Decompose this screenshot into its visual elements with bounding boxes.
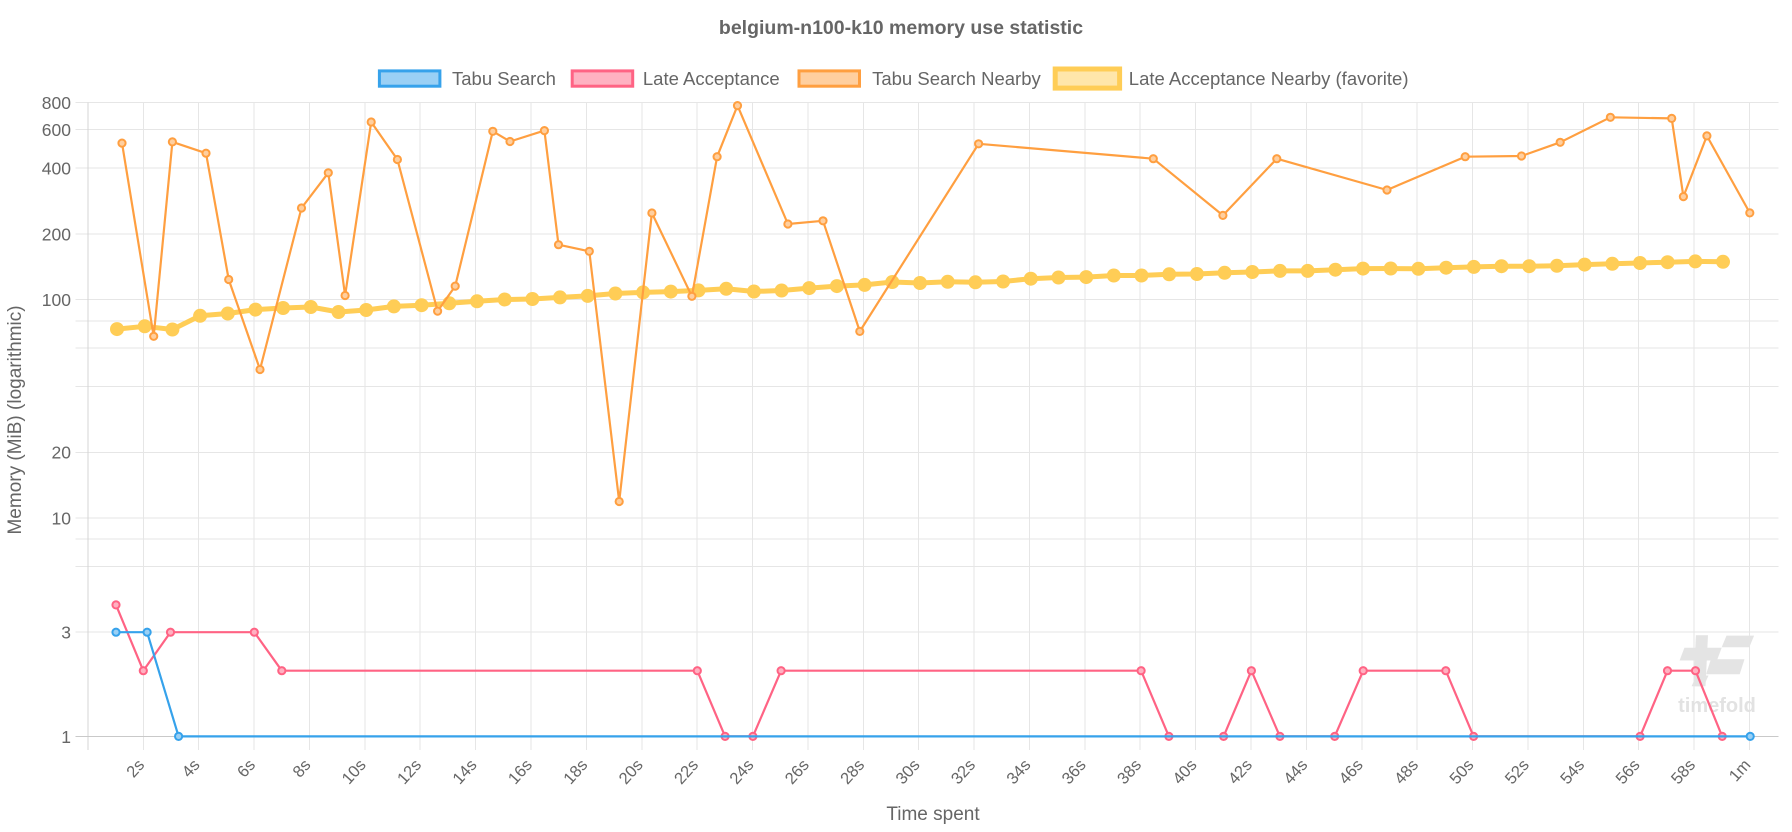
svg-text:32s: 32s [948, 756, 979, 788]
svg-text:10: 10 [52, 508, 72, 528]
svg-text:30s: 30s [892, 756, 923, 788]
svg-text:belgium-n100-k10 memory use st: belgium-n100-k10 memory use statistic [719, 17, 1083, 39]
svg-text:10s: 10s [339, 756, 370, 788]
svg-text:14s: 14s [449, 756, 480, 788]
svg-text:28s: 28s [837, 756, 868, 788]
svg-text:200: 200 [42, 224, 71, 244]
svg-text:4s: 4s [179, 756, 204, 781]
svg-text:18s: 18s [560, 756, 591, 788]
svg-text:2s: 2s [123, 756, 148, 781]
svg-text:48s: 48s [1391, 756, 1422, 788]
svg-text:44s: 44s [1280, 756, 1311, 788]
svg-text:24s: 24s [726, 756, 757, 788]
svg-text:1: 1 [61, 727, 71, 747]
svg-text:Late Acceptance Nearby (favori: Late Acceptance Nearby (favorite) [1129, 68, 1409, 89]
svg-text:400: 400 [42, 159, 71, 179]
svg-text:6s: 6s [234, 756, 259, 781]
svg-text:Tabu Search Nearby: Tabu Search Nearby [872, 68, 1041, 89]
svg-text:8s: 8s [289, 756, 314, 781]
svg-text:800: 800 [42, 93, 71, 113]
svg-text:1m: 1m [1726, 756, 1755, 785]
svg-text:Tabu Search: Tabu Search [452, 68, 556, 89]
svg-text:Time spent: Time spent [886, 804, 980, 825]
svg-text:12s: 12s [394, 756, 425, 788]
svg-text:38s: 38s [1114, 756, 1145, 788]
svg-text:34s: 34s [1003, 756, 1034, 788]
svg-text:100: 100 [42, 290, 71, 310]
svg-text:52s: 52s [1502, 756, 1533, 788]
svg-text:timefold: timefold [1678, 695, 1756, 717]
svg-text:Late Acceptance: Late Acceptance [643, 68, 780, 89]
svg-text:50s: 50s [1446, 756, 1477, 788]
svg-text:16s: 16s [505, 756, 536, 788]
svg-text:26s: 26s [782, 756, 813, 788]
svg-text:Memory (MiB) (logarithmic): Memory (MiB) (logarithmic) [5, 305, 26, 534]
svg-text:58s: 58s [1668, 756, 1699, 788]
svg-text:56s: 56s [1612, 756, 1643, 788]
svg-text:42s: 42s [1225, 756, 1256, 788]
svg-text:40s: 40s [1169, 756, 1200, 788]
svg-text:3: 3 [61, 623, 71, 643]
svg-text:36s: 36s [1059, 756, 1090, 788]
svg-text:46s: 46s [1336, 756, 1367, 788]
svg-text:600: 600 [42, 120, 71, 140]
svg-text:20: 20 [52, 443, 72, 463]
svg-text:20s: 20s [616, 756, 647, 788]
svg-text:22s: 22s [671, 756, 702, 788]
svg-text:54s: 54s [1557, 756, 1588, 788]
